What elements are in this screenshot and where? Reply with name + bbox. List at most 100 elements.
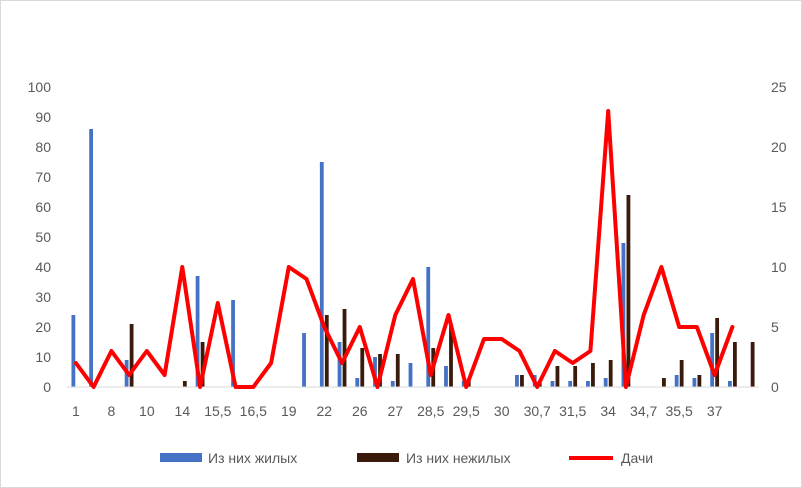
- x-tick-label: 15,5: [204, 403, 231, 419]
- left-tick-label: 40: [35, 259, 51, 275]
- line-point-dachas: [678, 326, 680, 328]
- line-point-dachas: [447, 314, 449, 316]
- left-tick-label: 60: [35, 199, 51, 215]
- legend-label-dachas: Дачи: [621, 450, 653, 466]
- bar-nonresidential: [449, 324, 453, 387]
- left-tick-label: 50: [35, 229, 51, 245]
- x-tick-label: 29,5: [453, 403, 480, 419]
- x-tick-label: 28,5: [417, 403, 444, 419]
- bar-residential: [231, 300, 235, 387]
- legend-label-nonresidential: Из них нежилых: [406, 450, 511, 466]
- right-tick-label: 5: [771, 319, 779, 335]
- bar-nonresidential: [732, 342, 737, 387]
- line-point-dachas: [412, 278, 414, 280]
- left-axis-ticks: 0 10 20 30 40 50 60 70 80 90 100: [28, 79, 52, 395]
- bar-nonresidential: [697, 375, 702, 387]
- line-point-dachas: [696, 326, 698, 328]
- left-tick-label: 30: [35, 289, 51, 305]
- line-dachas: [73, 109, 735, 389]
- x-tick-label: 1: [72, 403, 80, 419]
- bar-nonresidential: [750, 342, 755, 387]
- right-tick-label: 20: [771, 139, 787, 155]
- bar-residential: [621, 243, 626, 387]
- bar-nonresidential: [715, 318, 720, 387]
- left-tick-label: 70: [35, 169, 51, 185]
- line-point-dachas: [607, 110, 609, 112]
- line-point-dachas: [465, 386, 467, 388]
- x-tick-label: 34: [600, 403, 616, 419]
- x-tick-label: 30,7: [524, 403, 551, 419]
- x-tick-label: 19: [281, 403, 297, 419]
- x-tick-label: 8: [107, 403, 115, 419]
- bar-nonresidential: [200, 342, 205, 387]
- bar-residential: [71, 315, 76, 387]
- bar-residential: [390, 381, 395, 387]
- bar-nonresidential: [555, 366, 560, 387]
- line-point-dachas: [536, 386, 538, 388]
- x-tick-label: 10: [139, 403, 155, 419]
- bar-residential: [408, 363, 413, 387]
- line-point-dachas: [270, 362, 272, 364]
- line-point-dachas: [93, 386, 95, 388]
- line-point-dachas: [306, 278, 308, 280]
- bar-nonresidential: [129, 324, 134, 387]
- bar-nonresidential: [182, 381, 187, 387]
- line-point-dachas: [643, 314, 645, 316]
- line-point-dachas: [359, 326, 361, 328]
- line-point-dachas: [235, 386, 237, 388]
- legend-swatch-nonresidential: [357, 453, 399, 462]
- right-axis-ticks: 0 5 10 15 20 25: [771, 79, 787, 395]
- left-tick-label: 0: [43, 379, 51, 395]
- right-tick-label: 15: [771, 199, 787, 215]
- line-point-dachas: [554, 350, 556, 352]
- bar-nonresidential: [324, 315, 329, 387]
- line-point-dachas: [589, 350, 591, 352]
- line-point-dachas: [430, 374, 432, 376]
- line-point-dachas: [714, 374, 716, 376]
- bar-residential: [337, 342, 342, 387]
- legend-label-residential: Из них жилых: [208, 450, 297, 466]
- bar-residential: [426, 267, 431, 387]
- line-point-dachas: [660, 266, 662, 268]
- line-point-dachas: [288, 266, 290, 268]
- line-point-dachas: [110, 350, 112, 352]
- right-tick-label: 25: [771, 79, 787, 95]
- bar-nonresidential: [395, 354, 400, 387]
- bar-residential: [674, 375, 679, 387]
- right-tick-label: 0: [771, 379, 779, 395]
- line-point-dachas: [252, 386, 254, 388]
- bar-residential: [302, 333, 306, 387]
- line-point-dachas: [572, 362, 574, 364]
- line-point-dachas: [625, 386, 627, 388]
- line-point-dachas: [341, 362, 343, 364]
- bar-residential: [515, 375, 519, 387]
- bar-residential: [550, 381, 555, 387]
- left-tick-label: 90: [35, 109, 51, 125]
- bar-nonresidential: [520, 375, 524, 387]
- x-tick-label: 22: [316, 403, 332, 419]
- line-point-dachas: [731, 326, 733, 328]
- legend-swatch-residential: [160, 453, 202, 462]
- x-tick-label: 16,5: [240, 403, 267, 419]
- x-tick-label: 30: [494, 403, 510, 419]
- line-point-dachas: [146, 350, 148, 352]
- bar-residential: [603, 378, 608, 387]
- line-point-dachas: [217, 302, 219, 304]
- x-tick-label: 26: [352, 403, 368, 419]
- bar-residential: [195, 276, 200, 387]
- x-axis-ticks: 1 8 10 14 15,5 16,5 19 22 26 27 28,5 29,5 30 30,7 31,5…: [72, 403, 723, 419]
- line-point-dachas: [181, 266, 183, 268]
- line-point-dachas: [199, 386, 201, 388]
- x-tick-label: 31,5: [559, 403, 586, 419]
- line-point-dachas: [518, 350, 520, 352]
- line-point-dachas: [164, 374, 166, 376]
- bar-nonresidential: [626, 195, 631, 387]
- left-tick-label: 80: [35, 139, 51, 155]
- x-tick-label: 35,5: [666, 403, 693, 419]
- line-point-dachas: [323, 326, 325, 328]
- left-tick-label: 10: [35, 349, 51, 365]
- bar-residential: [710, 333, 715, 387]
- x-tick-label: 27: [387, 403, 403, 419]
